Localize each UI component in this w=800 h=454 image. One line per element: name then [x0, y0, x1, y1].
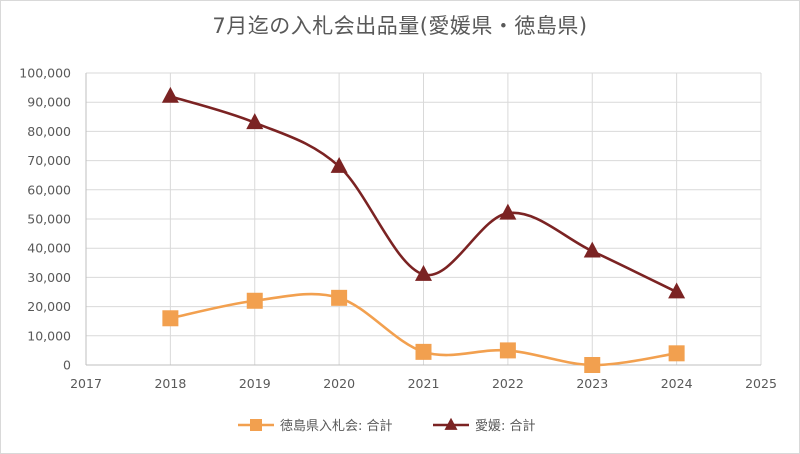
gridlines: [86, 72, 762, 365]
series-group: [161, 86, 686, 373]
x-tick-label: 2018: [154, 376, 186, 391]
chart-title: 7月迄の入札会出品量(愛媛県・徳島県): [212, 14, 588, 38]
legend-item-2: 愛媛: 合計: [433, 417, 536, 434]
triangle-marker: [415, 264, 432, 281]
x-tick-label: 2021: [408, 376, 440, 391]
square-marker: [246, 292, 263, 309]
y-tick-label: 50,000: [27, 212, 71, 227]
triangle-marker: [330, 156, 348, 173]
legend-label: 徳島県入札会: 合計: [280, 418, 393, 434]
triangle-marker: [161, 86, 179, 103]
y-tick-label: 60,000: [27, 182, 71, 197]
y-tick-label: 10,000: [27, 328, 71, 343]
y-tick-label: 20,000: [27, 299, 71, 314]
x-tick-label: 2023: [576, 376, 608, 391]
x-tick-label: 2025: [745, 376, 777, 391]
square-marker: [668, 345, 685, 362]
y-tick-label: 70,000: [27, 153, 71, 168]
series-2: [161, 86, 686, 299]
axes: 0 10,000 20,000 30,000 40,000 50,000 60,000 70,…: [19, 66, 777, 392]
triangle-marker: [499, 203, 517, 220]
square-marker: [250, 419, 262, 431]
y-tick-label: 100,000: [19, 66, 71, 81]
series-1: [162, 289, 685, 373]
x-tick-label: 2020: [323, 376, 355, 391]
square-marker: [162, 310, 179, 327]
square-marker: [499, 342, 516, 359]
legend-label: 愛媛: 合計: [475, 418, 536, 434]
triangle-marker: [668, 282, 686, 299]
y-tick-label: 90,000: [27, 95, 71, 110]
square-marker: [415, 343, 432, 360]
triangle-marker: [246, 113, 264, 130]
x-tick-label: 2022: [492, 376, 524, 391]
x-tick-label: 2017: [70, 376, 102, 391]
square-marker: [584, 357, 601, 373]
legend: 徳島県入札会: 合計 愛媛: 合計: [238, 417, 536, 434]
y-tick-label: 40,000: [27, 241, 71, 256]
triangle-marker: [583, 241, 601, 258]
y-tick-label: 0: [63, 358, 71, 373]
y-tick-label: 30,000: [27, 270, 71, 285]
x-tick-label: 2019: [239, 376, 271, 391]
x-tick-label: 2024: [661, 376, 693, 391]
legend-item-1: 徳島県入札会: 合計: [238, 418, 393, 434]
y-tick-label: 80,000: [27, 124, 71, 139]
square-marker: [331, 289, 348, 306]
triangle-marker: [444, 417, 458, 430]
